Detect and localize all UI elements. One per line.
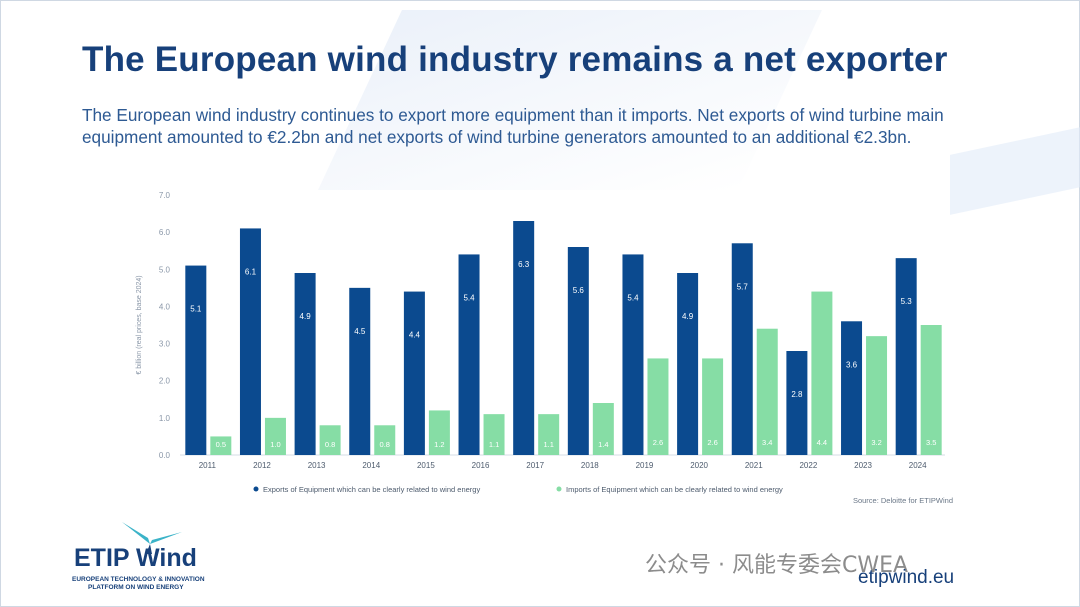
import-data-label: 3.4	[762, 438, 772, 447]
import-data-label: 0.8	[380, 440, 390, 449]
slide-title: The European wind industry remains a net…	[82, 40, 948, 79]
import-data-label: 1.1	[543, 440, 553, 449]
export-data-label: 5.7	[737, 282, 749, 291]
export-data-label: 4.4	[409, 331, 421, 340]
import-bar	[374, 425, 396, 455]
export-data-label: 5.4	[463, 293, 475, 302]
import-bar	[428, 410, 450, 455]
export-bar	[895, 258, 917, 455]
export-data-label: 3.6	[846, 360, 858, 369]
export-bar	[403, 291, 425, 455]
import-data-label: 3.5	[926, 438, 936, 447]
x-tick-label: 2022	[799, 461, 817, 470]
import-bar	[647, 358, 669, 455]
x-tick-label: 2013	[308, 461, 326, 470]
export-bar	[841, 321, 863, 455]
y-tick-label: 2.0	[159, 377, 171, 386]
etip-wind-logo: ETIP Wind EUROPEAN TECHNOLOGY & INNOVATI…	[70, 520, 240, 600]
legend-label-exports: Exports of Equipment which can be clearl…	[263, 485, 480, 494]
export-data-label: 4.5	[354, 327, 366, 336]
export-bar	[786, 351, 808, 455]
export-bar	[239, 228, 261, 455]
y-tick-label: 1.0	[159, 414, 171, 423]
import-data-label: 3.2	[871, 438, 881, 447]
legend-marker-imports	[556, 486, 562, 492]
y-tick-label: 4.0	[159, 302, 171, 311]
export-data-label: 6.1	[245, 267, 257, 276]
x-tick-label: 2024	[909, 461, 927, 470]
logo-tagline-2: PLATFORM ON WIND ENERGY	[88, 584, 184, 591]
export-data-label: 5.3	[901, 297, 913, 306]
import-bar	[210, 436, 232, 455]
export-data-label: 4.9	[682, 312, 694, 321]
export-data-label: 4.9	[300, 312, 312, 321]
import-data-label: 4.4	[817, 438, 827, 447]
import-data-label: 1.1	[489, 440, 499, 449]
x-tick-label: 2017	[526, 461, 544, 470]
y-tick-label: 5.0	[159, 265, 171, 274]
import-data-label: 0.5	[216, 440, 226, 449]
x-tick-label: 2020	[690, 461, 708, 470]
x-tick-label: 2019	[636, 461, 654, 470]
x-tick-label: 2021	[745, 461, 763, 470]
import-data-label: 1.4	[598, 440, 608, 449]
import-bar	[866, 336, 888, 455]
import-bar	[483, 414, 505, 455]
x-tick-label: 2015	[417, 461, 435, 470]
export-data-label: 5.6	[573, 286, 585, 295]
y-axis-label: € billion (real prices, base 2024)	[136, 275, 143, 374]
import-bar	[756, 328, 778, 455]
import-data-label: 2.6	[707, 438, 717, 447]
website-url: etipwind.eu	[858, 567, 955, 588]
export-bar	[294, 273, 316, 455]
export-bar	[513, 221, 535, 455]
watermark-text: 公众号 · 风能专委会CWEA	[645, 553, 909, 578]
y-tick-label: 0.0	[159, 451, 171, 460]
import-data-label: 1.0	[270, 440, 280, 449]
import-bar	[920, 325, 942, 455]
x-tick-label: 2012	[253, 461, 271, 470]
wind-turbine-icon	[122, 522, 182, 554]
x-tick-label: 2023	[854, 461, 872, 470]
slide-subtitle: The European wind industry continues to …	[82, 105, 944, 147]
x-tick-label: 2011	[199, 461, 217, 470]
y-tick-label: 3.0	[159, 340, 171, 349]
import-bar	[264, 417, 286, 455]
x-tick-label: 2016	[472, 461, 490, 470]
export-data-label: 5.1	[190, 305, 202, 314]
y-tick-label: 6.0	[159, 228, 171, 237]
export-bar	[622, 254, 644, 455]
logo-text: ETIP Wind	[74, 544, 197, 572]
import-bar	[811, 291, 833, 455]
x-tick-label: 2018	[581, 461, 599, 470]
x-tick-label: 2014	[362, 461, 380, 470]
export-bar	[731, 243, 753, 455]
export-bar	[567, 247, 589, 455]
chart-source: Source: Deloitte for ETIPWind	[853, 496, 953, 505]
export-bar	[185, 265, 207, 455]
legend-marker-exports	[253, 486, 259, 492]
import-data-label: 2.6	[653, 438, 663, 447]
y-tick-label: 7.0	[159, 191, 171, 200]
import-bar	[319, 425, 341, 455]
import-data-label: 1.2	[434, 440, 444, 449]
import-bar	[702, 358, 724, 455]
export-bar	[677, 273, 699, 455]
import-data-label: 0.8	[325, 440, 335, 449]
legend-label-imports: Imports of Equipment which can be clearl…	[566, 485, 783, 494]
export-data-label: 2.8	[791, 390, 803, 399]
logo-tagline-1: EUROPEAN TECHNOLOGY & INNOVATION	[72, 576, 205, 583]
export-bar	[349, 287, 371, 455]
export-data-label: 5.4	[627, 293, 639, 302]
export-bar	[458, 254, 480, 455]
import-bar	[538, 414, 560, 455]
import-bar	[592, 403, 614, 455]
export-data-label: 6.3	[518, 260, 530, 269]
